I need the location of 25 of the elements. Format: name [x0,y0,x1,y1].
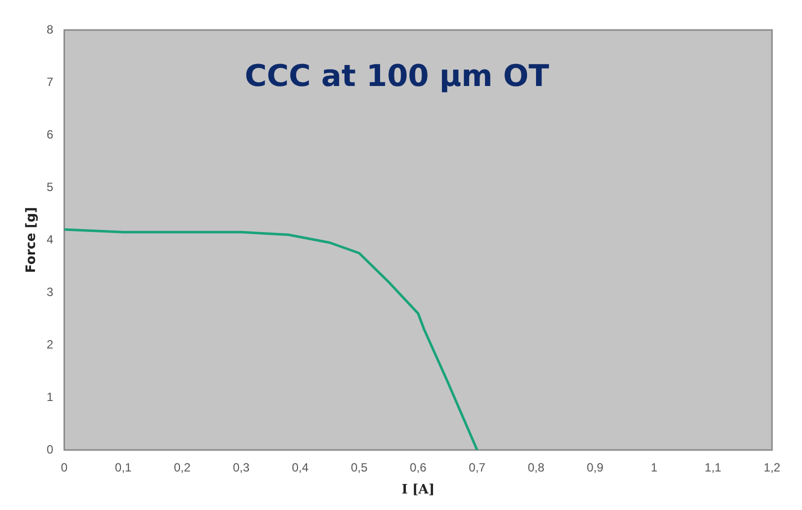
x-tick-label: 0,5 [350,460,368,475]
x-tick-label: 0,1 [114,460,132,475]
y-tick-label: 7 [46,74,54,89]
x-tick-label: 0,6 [410,460,427,475]
x-tick-label: 0 [60,460,68,475]
x-tick-label: 0,3 [232,460,250,475]
text: CCC at 100 µm OT [244,58,550,94]
y-tick-label: 0 [46,442,54,456]
x-axis-title: I [A] [402,482,435,498]
x-tick-label: 0,4 [292,460,309,475]
y-tick-label: 8 [46,22,54,36]
y-tick-label: 1 [46,390,54,404]
x-tick-label: 0,7 [468,460,486,475]
x-tick-label: 0,2 [174,460,191,475]
y-tick-label: 5 [46,180,54,194]
x-tick-label: 1,1 [704,460,722,475]
y-tick-label: 3 [46,284,54,299]
y-tick-label: 2 [46,337,54,352]
x-tick-label: 1,2 [764,460,781,475]
y-axis-title: Force [g] [24,207,40,273]
x-tick-label: 1 [650,460,658,475]
x-tick-label: 0,9 [586,460,604,475]
y-tick-label: 4 [46,232,54,246]
y-tick-label: 6 [46,127,54,142]
x-tick-label: 0,8 [528,460,545,475]
